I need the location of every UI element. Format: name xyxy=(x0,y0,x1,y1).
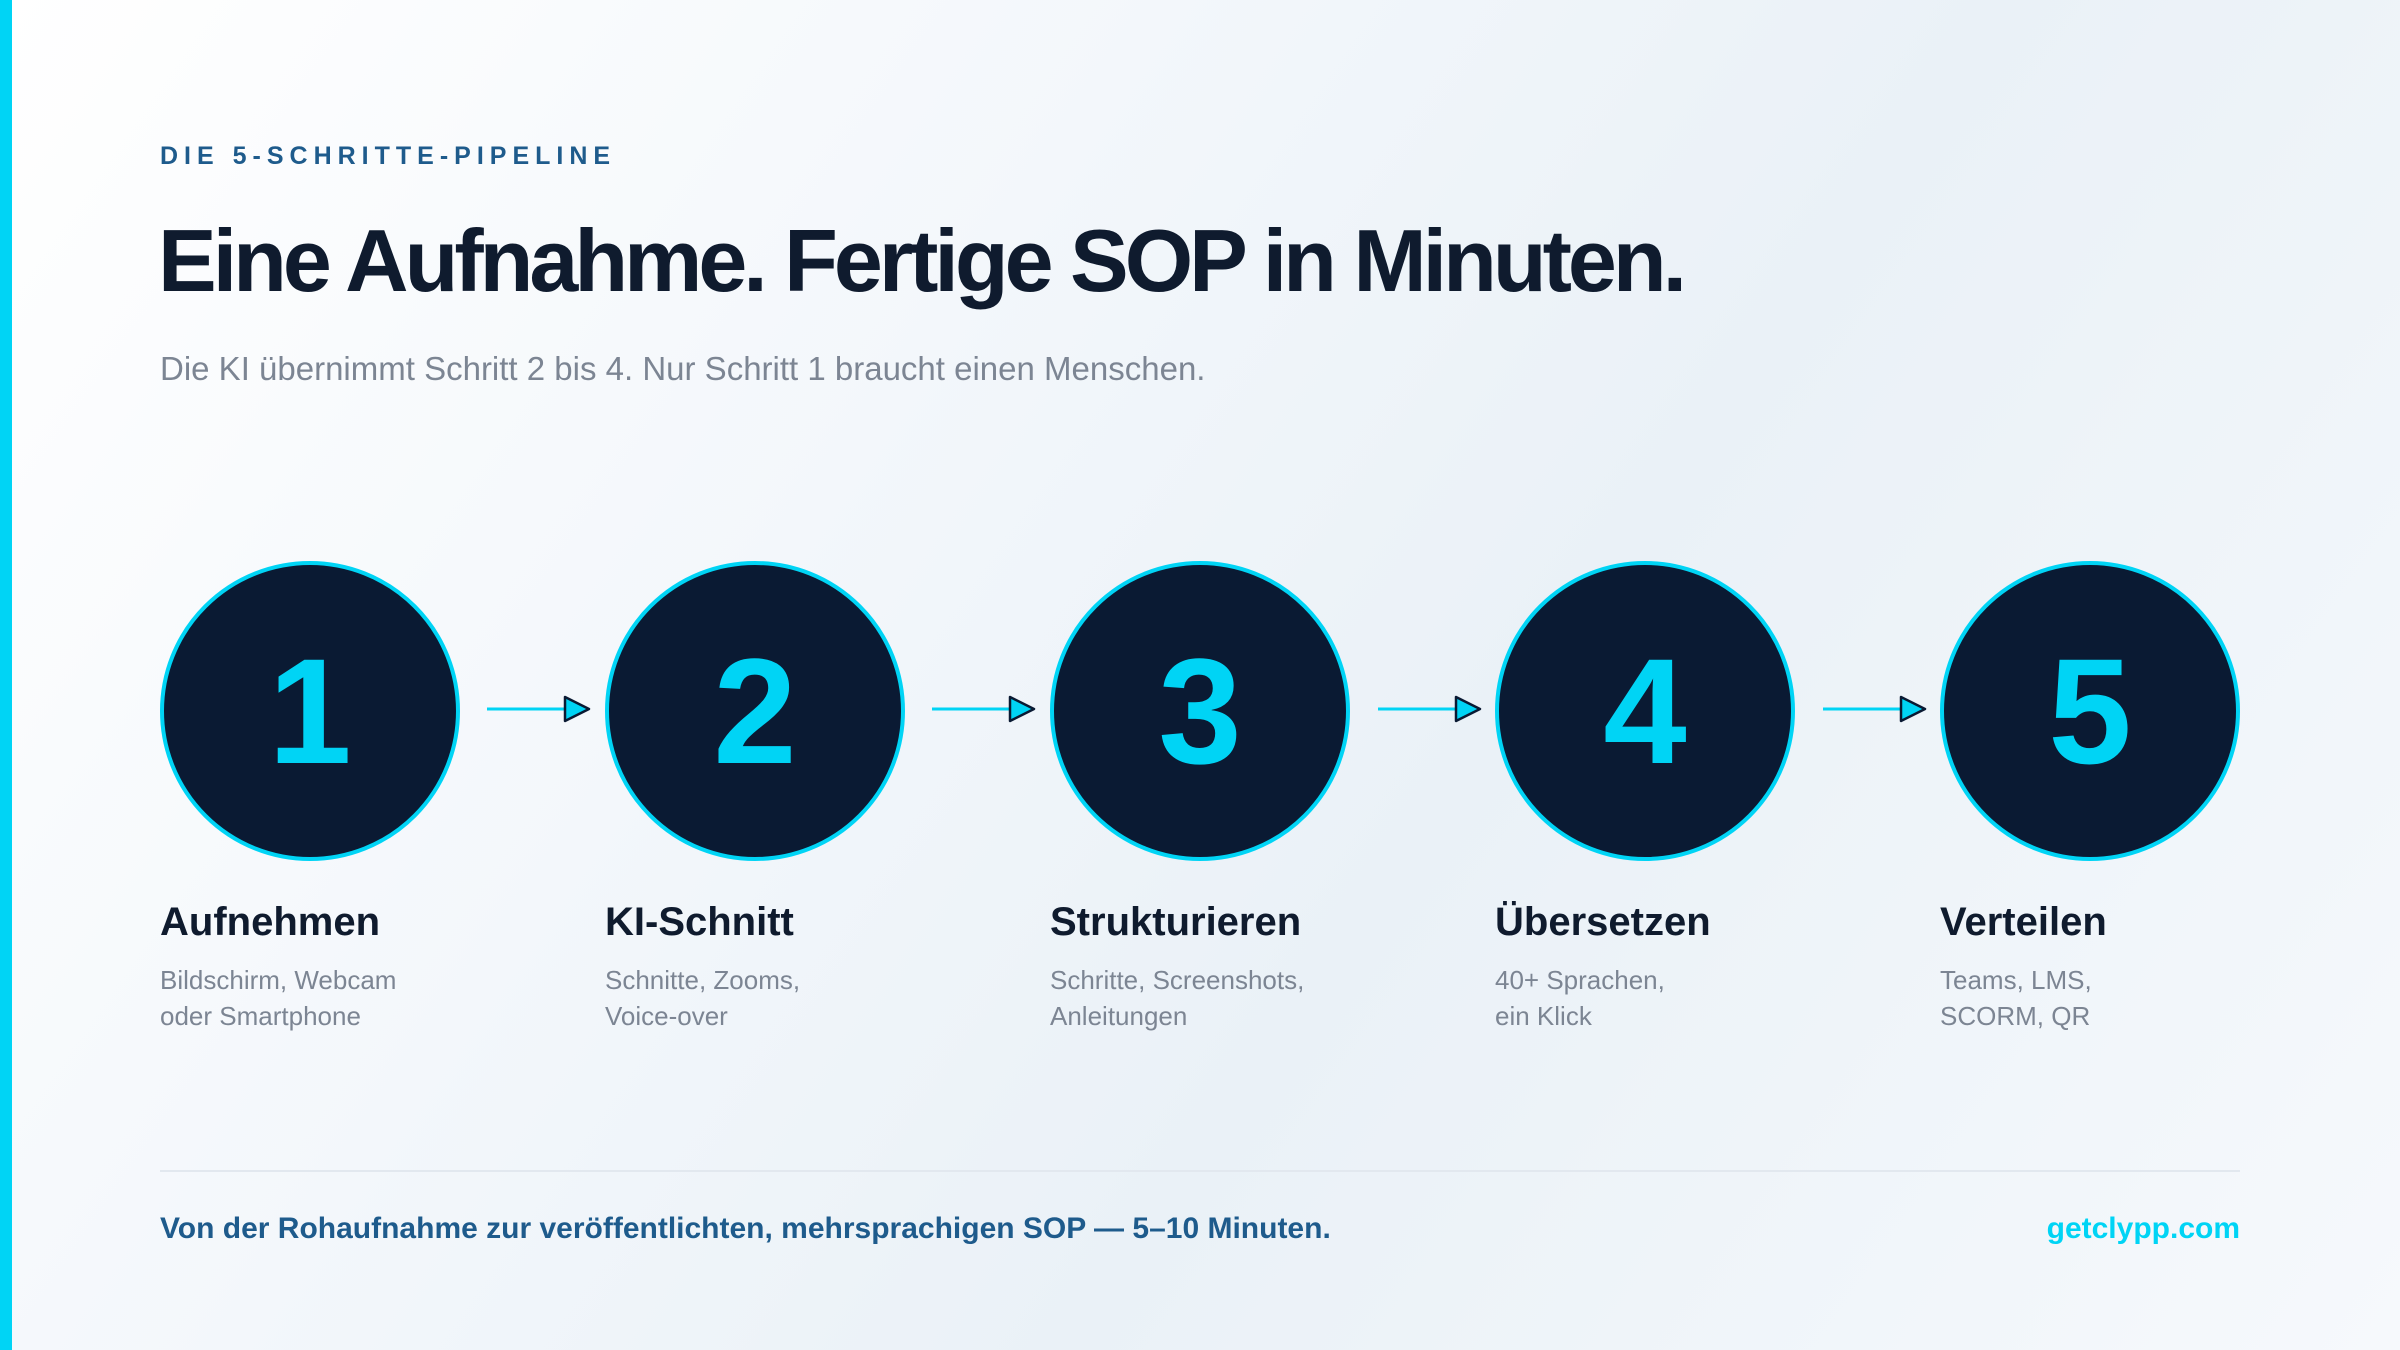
footer-divider xyxy=(160,1170,2240,1172)
page-subtitle: Die KI übernimmt Schritt 2 bis 4. Nur Sc… xyxy=(160,350,1206,387)
accent-bar xyxy=(0,0,12,1350)
step-description: Bildschirm, Webcam oder Smartphone xyxy=(160,962,520,1034)
step-title: Übersetzen xyxy=(1495,900,1711,944)
step-title: Aufnehmen xyxy=(160,900,380,944)
step-number-circle: 5 xyxy=(1940,561,2240,861)
step-number-circle: 3 xyxy=(1050,561,1350,861)
step-description-line: Teams, LMS, xyxy=(1940,965,2092,995)
step-number: 5 xyxy=(2048,627,2132,795)
step-description: Schnitte, Zooms, Voice-over xyxy=(605,962,965,1034)
eyebrow-label: DIE 5-SCHRITTE-PIPELINE xyxy=(160,142,617,170)
pipeline-step-5: 5 Verteilen Teams, LMS, SCORM, QR xyxy=(1940,0,2320,1350)
step-description: Teams, LMS, SCORM, QR xyxy=(1940,962,2300,1034)
step-number: 4 xyxy=(1603,627,1687,795)
step-number-circle: 4 xyxy=(1495,561,1795,861)
step-number: 3 xyxy=(1158,627,1242,795)
pipeline-step-4: 4 Übersetzen 40+ Sprachen, ein Klick xyxy=(1495,0,1875,1350)
step-description-line: Schnitte, Zooms, xyxy=(605,965,801,995)
step-description-line: oder Smartphone xyxy=(160,1001,361,1031)
step-title: Strukturieren xyxy=(1050,900,1302,944)
step-description-line: Schritte, Screenshots, xyxy=(1050,965,1305,995)
step-description-line: 40+ Sprachen, xyxy=(1495,965,1665,995)
pipeline-step-2: 2 KI-Schnitt Schnitte, Zooms, Voice-over xyxy=(605,0,985,1350)
arrow-right-icon xyxy=(932,695,1036,723)
page-title: Eine Aufnahme. Fertige SOP in Minuten. xyxy=(158,211,1687,310)
step-description: Schritte, Screenshots, Anleitungen xyxy=(1050,962,1410,1034)
step-number: 2 xyxy=(713,627,797,795)
step-description-line: ein Klick xyxy=(1495,1001,1592,1031)
arrow-right-icon xyxy=(487,695,591,723)
step-description-line: SCORM, QR xyxy=(1940,1001,2091,1031)
arrow-right-icon xyxy=(1378,695,1482,723)
pipeline-step-3: 3 Strukturieren Schritte, Screenshots, A… xyxy=(1050,0,1430,1350)
arrow-right-icon xyxy=(1823,695,1927,723)
pipeline-step-1: 1 Aufnehmen Bildschirm, Webcam oder Smar… xyxy=(160,0,540,1350)
step-description-line: Voice-over xyxy=(605,1001,728,1031)
step-description-line: Bildschirm, Webcam xyxy=(160,965,397,995)
step-number-circle: 2 xyxy=(605,561,905,861)
step-title: Verteilen xyxy=(1940,900,2107,944)
step-number: 1 xyxy=(268,627,352,795)
step-number-circle: 1 xyxy=(160,561,460,861)
footer-note: Von der Rohaufnahme zur veröffentlichten… xyxy=(160,1212,1331,1245)
step-description: 40+ Sprachen, ein Klick xyxy=(1495,962,1855,1034)
step-title: KI-Schnitt xyxy=(605,900,794,944)
footer-link[interactable]: getclypp.com xyxy=(2046,1212,2240,1245)
step-description-line: Anleitungen xyxy=(1050,1001,1188,1031)
